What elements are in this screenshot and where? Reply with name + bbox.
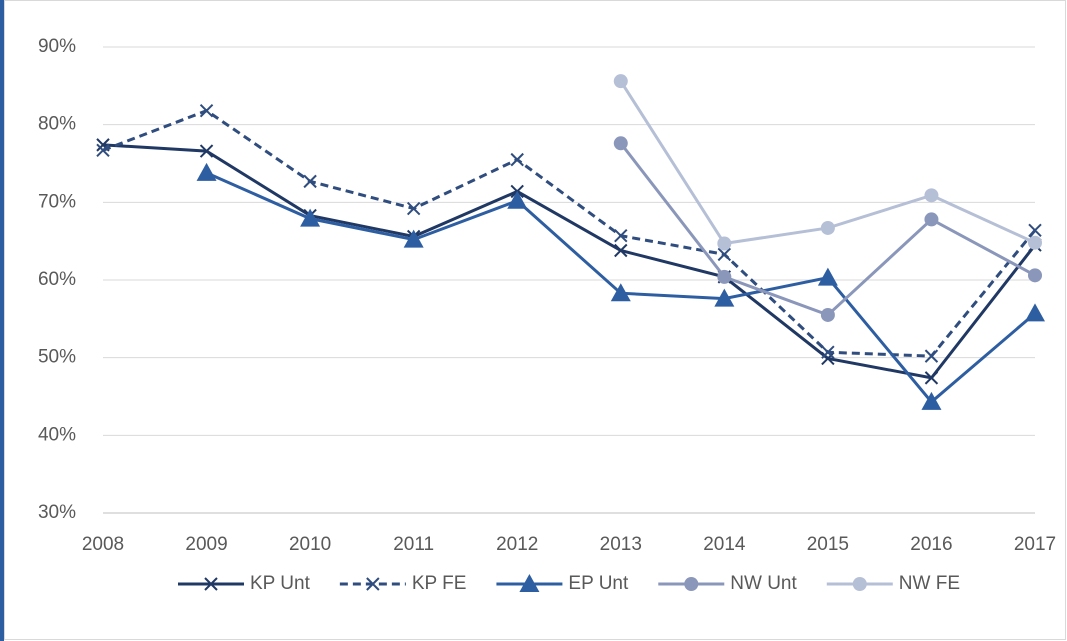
marker — [300, 208, 321, 227]
series-line — [102, 109, 1037, 358]
marker — [1028, 223, 1042, 238]
marker — [519, 574, 540, 592]
legend: KP Unt KP FE EP Unt NW Unt NW FE — [178, 573, 960, 594]
x-tick-label: 2013 — [600, 534, 642, 555]
marker — [403, 229, 424, 248]
marker — [406, 201, 421, 216]
series-line — [102, 143, 1037, 380]
legend-item: KP FE — [339, 573, 467, 594]
marker — [924, 349, 939, 363]
left-border — [0, 0, 4, 641]
marker — [614, 243, 628, 258]
legend-label: KP Unt — [250, 573, 311, 594]
marker — [1028, 235, 1042, 250]
marker — [303, 174, 317, 189]
marker — [507, 190, 528, 209]
marker — [1025, 303, 1045, 322]
marker — [820, 307, 835, 322]
y-tick-label: 30% — [38, 502, 76, 523]
marker — [921, 391, 942, 410]
marker — [852, 577, 867, 591]
x-tick-label: 2010 — [289, 534, 331, 555]
marker — [613, 74, 628, 89]
marker — [924, 212, 939, 227]
marker — [717, 269, 732, 284]
marker — [613, 136, 628, 151]
legend-label: NW FE — [899, 573, 960, 594]
marker — [820, 220, 835, 235]
marker — [821, 351, 835, 366]
x-tick-label: 2014 — [703, 534, 746, 555]
legend-item: KP Unt — [178, 573, 311, 594]
x-tick-label: 2008 — [82, 534, 124, 555]
marker — [717, 247, 732, 262]
legend-label: KP FE — [412, 573, 467, 594]
marker — [714, 288, 735, 307]
y-tick-label: 60% — [38, 269, 76, 290]
x-tick-label: 2015 — [807, 534, 849, 555]
marker — [817, 267, 838, 286]
frame — [4, 0, 1066, 640]
marker — [821, 345, 835, 359]
x-tick-label: 2012 — [496, 534, 538, 555]
marker — [717, 236, 732, 251]
marker — [924, 371, 939, 385]
marker — [614, 229, 628, 243]
marker — [204, 577, 218, 591]
legend-item: NW Unt — [658, 573, 798, 594]
y-tick-label: 50% — [38, 347, 76, 368]
marker — [199, 144, 214, 158]
marker — [1028, 268, 1042, 283]
y-tick-label: 80% — [38, 114, 76, 135]
legend-item: NW FE — [826, 573, 960, 594]
x-tick-label: 2016 — [910, 534, 952, 555]
marker — [510, 152, 524, 167]
x-tick-label: 2011 — [393, 534, 434, 555]
marker — [196, 162, 217, 181]
legend-label: EP Unt — [568, 573, 629, 594]
x-tick-label: 2009 — [185, 534, 227, 555]
y-tick-label: 90% — [38, 36, 76, 57]
marker — [924, 188, 939, 203]
y-tick-label: 40% — [38, 424, 76, 445]
x-tick-label: 2017 — [1014, 534, 1056, 555]
marker — [684, 577, 699, 591]
marker — [366, 577, 380, 591]
y-tick-label: 70% — [38, 191, 76, 212]
legend-label: NW Unt — [730, 573, 797, 594]
marker — [96, 143, 110, 158]
marker — [610, 283, 631, 302]
marker — [199, 103, 214, 118]
legend-item: EP Unt — [496, 573, 629, 594]
